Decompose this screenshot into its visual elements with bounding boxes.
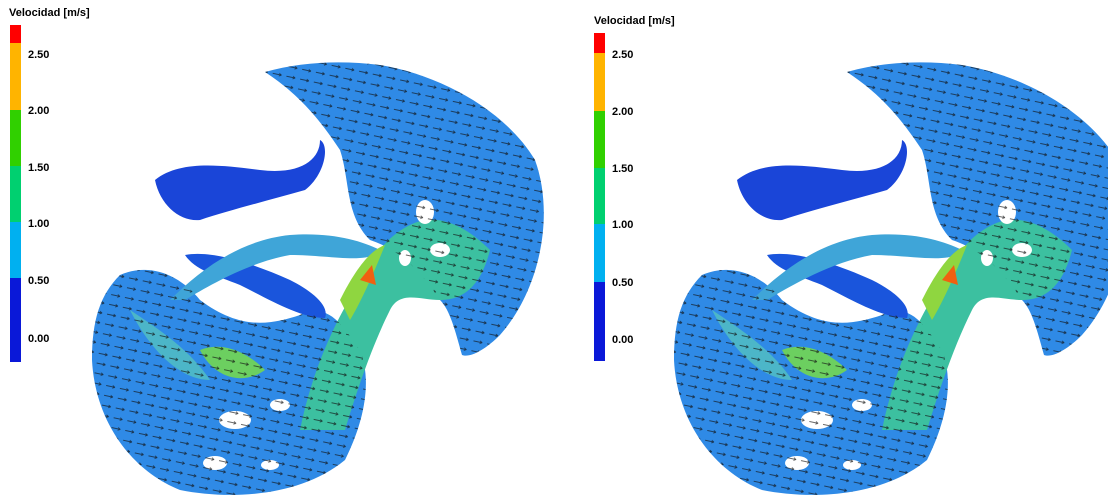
figure: Velocidad [m/s] 2.50 2.00 1.50 1.00 0.50 0.00…: [0, 0, 1108, 497]
legend-tick-label: 0.00: [612, 334, 633, 346]
legend-tick-label: 1.50: [612, 163, 633, 175]
color-band: [594, 282, 605, 361]
color-band: [10, 43, 21, 110]
legend-title: Velocidad [m/s]: [594, 15, 675, 27]
legend-tick-label: 0.00: [28, 333, 49, 345]
velocity-field: [92, 62, 544, 495]
legend-tick-label: 2.50: [612, 49, 633, 61]
legend: Velocidad [m/s] 2.50 2.00 1.50 1.00 0.50 0.00: [9, 7, 90, 362]
legend: Velocidad [m/s] 2.50 2.00 1.50 1.00 0.50 0.00: [594, 15, 675, 361]
legend-tick-label: 0.50: [612, 277, 633, 289]
color-band: [594, 224, 605, 282]
legend-tick-label: 2.00: [28, 105, 49, 117]
color-band: [10, 25, 21, 43]
color-band: [594, 33, 605, 53]
color-band: [10, 278, 21, 362]
color-band: [10, 222, 21, 278]
color-band: [10, 110, 21, 166]
legend-tick-label: 1.00: [28, 218, 49, 230]
page: Velocidad [m/s] 2.50 2.00 1.50 1.00 0.50 0.00…: [0, 0, 1108, 497]
legend-tick-label: 0.50: [28, 275, 49, 287]
legend-tick-label: 2.00: [612, 106, 633, 118]
color-band: [594, 53, 605, 111]
color-band: [594, 111, 605, 168]
color-band: [10, 166, 21, 222]
legend-tick-label: 1.50: [28, 162, 49, 174]
legend-title: Velocidad [m/s]: [9, 7, 90, 19]
legend-tick-label: 1.00: [612, 219, 633, 231]
velocity-field: [674, 62, 1108, 495]
color-band: [594, 168, 605, 224]
legend-tick-label: 2.50: [28, 49, 49, 61]
